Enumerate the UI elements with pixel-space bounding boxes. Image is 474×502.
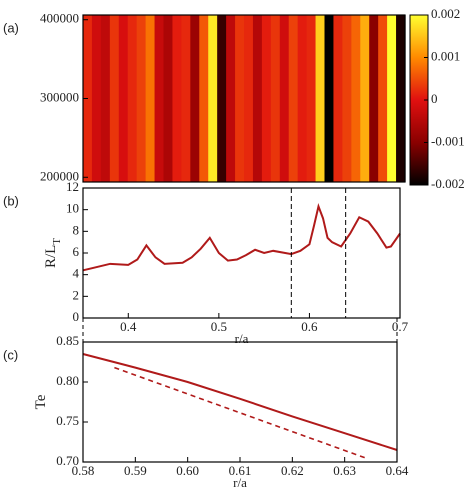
colorbar-tick-label: -0.001 — [431, 133, 465, 148]
y-tick-label: 8 — [73, 222, 80, 237]
plot-frame — [82, 14, 406, 183]
y-tick-label: 0 — [73, 309, 80, 324]
heat-cell — [199, 15, 209, 182]
heat-cell — [396, 15, 406, 182]
x-tick-label: 0.58 — [72, 463, 95, 478]
heat-cell — [154, 15, 165, 182]
y-tick-label: 0.70 — [56, 453, 79, 468]
heat-cell — [297, 15, 308, 182]
x-tick-label: 0.63 — [333, 463, 356, 478]
x-tick-label: 0.61 — [229, 463, 252, 478]
colorbar-tick-label: -0.002 — [431, 176, 465, 191]
y-axis-label: R/LT — [43, 238, 62, 268]
heat-cell — [217, 15, 227, 182]
heat-cell — [226, 15, 236, 182]
y-axis-label: Te — [33, 394, 49, 409]
heat-cell — [387, 15, 397, 182]
heat-cell — [252, 15, 263, 182]
heat-cell — [333, 15, 343, 182]
data-line — [82, 353, 398, 451]
data-line — [82, 202, 401, 272]
panel-label: (b) — [3, 193, 19, 208]
y-tick-label: 10 — [66, 201, 79, 216]
heat-cell — [360, 15, 370, 182]
heat-cell — [378, 15, 388, 182]
plot-frame — [82, 341, 398, 463]
y-tick-label: 4 — [73, 266, 80, 281]
y-axis-label-text: R/L — [43, 245, 59, 268]
colorbar-tick-label: 0 — [431, 91, 438, 106]
x-axis-label: r/a — [235, 331, 249, 346]
heat-cell — [235, 15, 245, 182]
x-tick-label: 0.5 — [211, 319, 227, 334]
y-tick-label: 0.85 — [56, 333, 79, 348]
heat-cell — [145, 15, 156, 182]
x-tick-label: 0.59 — [124, 463, 147, 478]
y-tick-label: 0.75 — [56, 413, 79, 428]
y-tick-label: 300000 — [40, 89, 79, 104]
heat-cell — [109, 15, 120, 182]
heat-cell — [100, 15, 111, 182]
panel-label: (c) — [3, 347, 18, 362]
x-tick-label: 0.7 — [392, 319, 409, 334]
heat-cell — [163, 15, 174, 182]
heat-cell — [190, 15, 200, 182]
heat-cell — [127, 15, 138, 182]
y-tick-label: 6 — [73, 244, 80, 259]
y-tick-label: 12 — [66, 179, 79, 194]
x-tick-label: 0.64 — [386, 463, 409, 478]
y-axis-label-text: Te — [33, 394, 49, 409]
heat-cell — [306, 15, 317, 182]
x-tick-label: 0.60 — [176, 463, 199, 478]
heat-cell — [244, 15, 254, 182]
heat-cell — [315, 15, 326, 182]
x-tick-label: 0.4 — [120, 319, 137, 334]
y-axis-label-subscript: T — [51, 238, 63, 245]
colorbar-tick-label: 0.002 — [431, 6, 460, 21]
heat-cell — [351, 15, 361, 182]
heat-cell — [208, 15, 218, 182]
x-tick-label: 0.62 — [281, 463, 304, 478]
y-tick-label: 0.80 — [56, 373, 79, 388]
y-tick-label: 200000 — [40, 168, 79, 183]
x-tick-label: 0.6 — [301, 319, 318, 334]
heat-cell — [342, 15, 352, 182]
heat-cell — [136, 15, 147, 182]
heat-cell — [172, 15, 182, 182]
y-tick-label: 400000 — [40, 11, 79, 26]
heat-cell — [261, 15, 272, 182]
x-axis-label: r/a — [233, 475, 247, 490]
heat-cell — [369, 15, 379, 182]
colorbar-tick-label: 0.001 — [431, 48, 460, 63]
plot-frame — [82, 187, 401, 319]
heat-cell — [324, 15, 335, 182]
fit-line — [114, 366, 366, 459]
heat-cell — [288, 15, 299, 182]
heat-cell — [118, 15, 129, 182]
y-tick-label: 2 — [73, 287, 80, 302]
heat-cell — [270, 15, 281, 182]
panel-label: (a) — [3, 20, 19, 35]
heat-cell — [91, 15, 102, 182]
heat-cell — [181, 15, 191, 182]
heat-cell — [279, 15, 290, 182]
